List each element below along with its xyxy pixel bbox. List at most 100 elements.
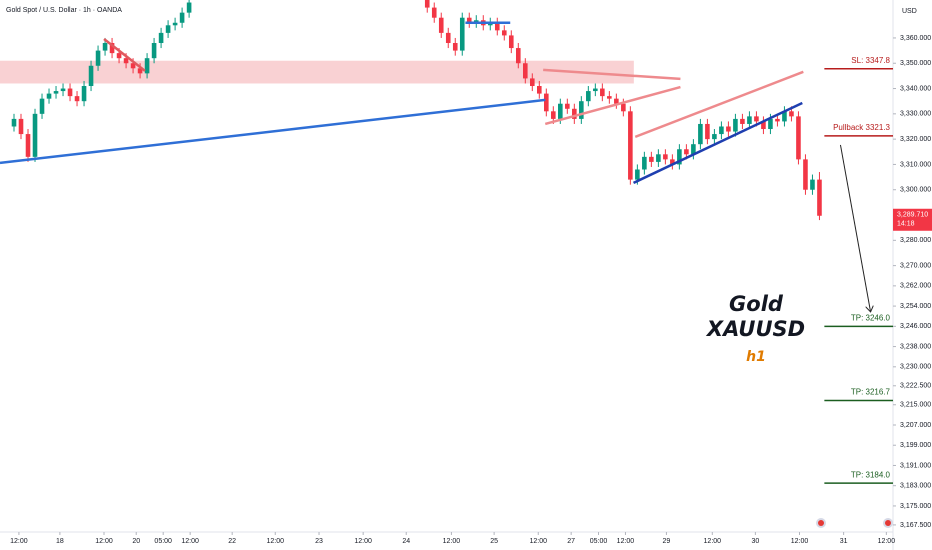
annotation: Gold	[729, 292, 784, 316]
candle-body	[663, 154, 668, 160]
candle-body	[579, 101, 584, 119]
trend-line	[0, 98, 546, 165]
y-tick-label: 3,199.000	[900, 442, 931, 449]
x-tick-label: 05:00	[154, 538, 172, 545]
currency: USD	[902, 8, 917, 15]
candle-body	[614, 98, 619, 104]
candle-body	[123, 58, 129, 64]
candle-body	[46, 93, 52, 99]
candle-body	[32, 113, 38, 157]
candle-body	[60, 88, 66, 92]
x-tick-label: 12:00	[791, 538, 809, 545]
y-tick-label: 3,350.000	[900, 60, 931, 67]
candle-body	[137, 68, 143, 74]
candle-body	[691, 144, 696, 155]
candle-body	[607, 96, 612, 99]
candle-body	[572, 108, 577, 119]
candle-body	[130, 63, 136, 69]
candle-body	[81, 86, 87, 102]
y-tick-label: 3,270.000	[900, 262, 931, 269]
candle-body	[600, 88, 605, 97]
x-tick-label: 27	[567, 538, 575, 545]
candle-body	[796, 116, 801, 160]
trend-line	[634, 70, 804, 139]
x-tick-label: 12:00	[181, 538, 199, 545]
y-tick-label: 3,222.500	[900, 383, 931, 390]
candle-body	[684, 149, 689, 155]
candle-body	[782, 111, 787, 122]
flag-icon	[816, 518, 826, 528]
candle-body	[144, 58, 150, 74]
x-tick-label: 25	[490, 538, 498, 545]
candle-body	[754, 116, 759, 122]
candle-body	[593, 88, 598, 92]
y-tick-label: 3,300.000	[900, 187, 931, 194]
candle-body	[628, 111, 633, 180]
candle-body	[544, 93, 549, 112]
candle-body	[102, 43, 108, 51]
candle-body	[88, 65, 94, 87]
countdown-label: 14:18	[897, 221, 915, 228]
y-tick-label: 3,191.000	[900, 462, 931, 469]
candle-body	[698, 123, 703, 145]
candle-body	[719, 126, 724, 135]
candle-body	[487, 22, 493, 26]
y-tick-label: 3,320.000	[900, 136, 931, 143]
x-tick-label: 12:00	[617, 538, 635, 545]
candle-body	[179, 12, 185, 23]
candle-body	[186, 2, 192, 13]
candle-body	[747, 116, 752, 124]
y-tick-label: 3,230.000	[900, 364, 931, 371]
candle-body	[621, 103, 626, 112]
x-tick-label: 24	[402, 538, 410, 545]
candle-body	[95, 50, 101, 66]
plot-area	[0, 0, 871, 312]
candle-body	[165, 25, 171, 33]
y-tick-label: 3,175.000	[900, 503, 931, 510]
candle-body	[529, 78, 535, 87]
candle-body	[158, 32, 164, 44]
candle-body	[726, 126, 731, 132]
level-label: Pullback 3321.3	[833, 123, 890, 132]
x-tick-label: 18	[56, 538, 64, 545]
candle-body	[459, 17, 465, 51]
candle-body	[116, 53, 122, 59]
x-tick-label: 12:00	[95, 538, 113, 545]
y-tick-label: 3,280.000	[900, 237, 931, 244]
candle-body	[473, 20, 479, 23]
x-tick-label: 05:00	[590, 538, 608, 545]
x-tick-label: 30	[751, 538, 759, 545]
arrow	[839, 144, 870, 312]
x-tick-label: 12:00	[878, 538, 896, 545]
candle-body	[670, 159, 675, 165]
x-tick-label: 20	[132, 538, 140, 545]
candle-body	[733, 118, 738, 132]
price-tag	[893, 208, 932, 231]
y-tick-label: 3,207.000	[900, 422, 931, 429]
candle-body	[445, 32, 451, 44]
candle-body	[740, 118, 745, 124]
x-tick-label: 12:00	[354, 538, 372, 545]
y-tick-label: 3,310.000	[900, 161, 931, 168]
candle-body	[74, 96, 80, 102]
candle-body	[761, 121, 766, 130]
trend-line	[544, 85, 681, 126]
candle-body	[18, 118, 24, 135]
candle-body	[431, 7, 437, 18]
price-tag-label: 3,289.710	[897, 212, 928, 219]
annotation: h1	[746, 349, 766, 365]
candle-body	[705, 123, 710, 140]
candle-body	[537, 86, 542, 94]
candle-body	[635, 169, 640, 180]
candle-body	[39, 98, 45, 114]
candle-body	[172, 22, 178, 26]
trend-line	[543, 68, 681, 81]
candle-body	[53, 91, 59, 94]
y-tick-label: 3,330.000	[900, 111, 931, 118]
candle-body	[494, 22, 500, 31]
candle-body	[515, 48, 521, 64]
candle-body	[508, 35, 514, 49]
candle-body	[452, 43, 458, 51]
candle-body	[810, 179, 815, 190]
